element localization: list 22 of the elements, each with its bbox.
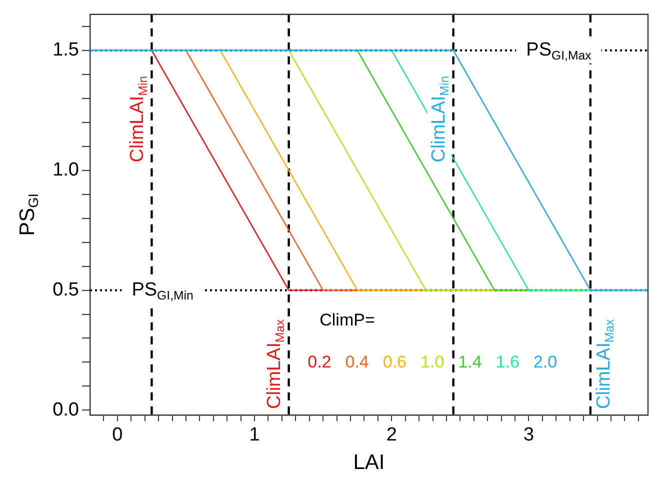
y-axis-title: PSGI — [16, 193, 42, 236]
x-tick-label: 2 — [386, 424, 397, 446]
y-tick-label: 1.0 — [52, 160, 79, 181]
x-tick-label: 1 — [249, 424, 260, 446]
ref-line-label: ClimLAIMin — [428, 76, 452, 162]
x-axis-title: LAI — [353, 450, 385, 474]
x-tick-label: 3 — [523, 424, 534, 446]
y-tick-label: 0.5 — [52, 279, 79, 300]
text: 0.2 — [308, 352, 332, 372]
text: 0.6 — [382, 352, 407, 372]
y-tick-label: 1.5 — [52, 40, 79, 61]
ref-line-label: ClimLAIMax — [264, 318, 287, 409]
ref-line-label: ClimLAIMax — [594, 318, 617, 409]
y-tick-label: 0.0 — [52, 399, 79, 420]
ref-line-label: ClimLAIMin — [126, 76, 150, 162]
text: 2.0 — [533, 352, 558, 372]
legend-title: ClimP= — [320, 310, 375, 330]
text: 0.4 — [345, 352, 369, 372]
text: 1.6 — [496, 352, 520, 372]
x-tick-label: 0 — [112, 424, 123, 446]
text: 1.0 — [420, 352, 444, 372]
text: 1.4 — [458, 352, 482, 372]
